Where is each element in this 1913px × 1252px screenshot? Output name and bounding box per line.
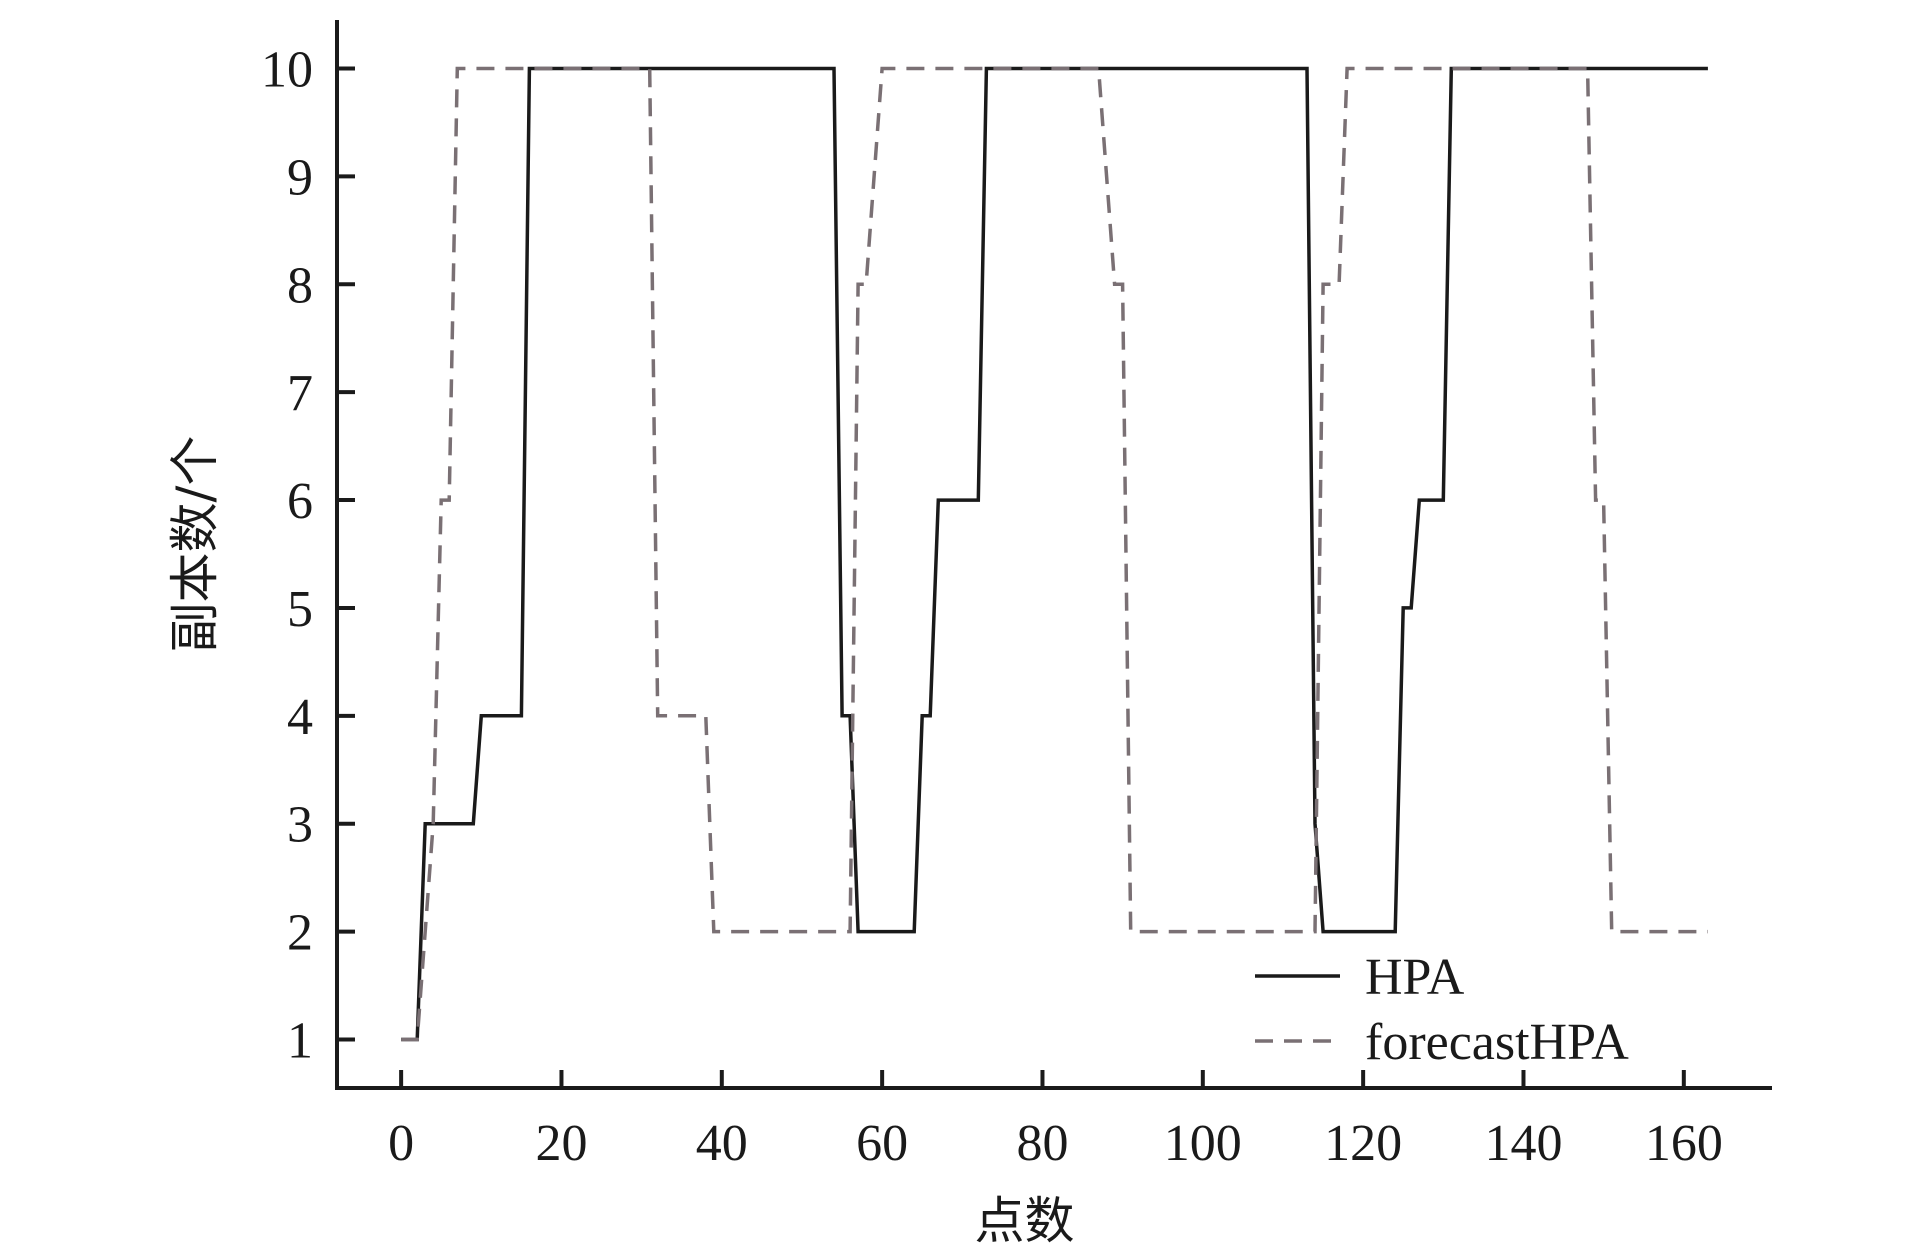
x-tick-label: 60: [856, 1115, 908, 1172]
x-tick-label: 20: [535, 1115, 587, 1172]
axis-spine: [335, 20, 1772, 1090]
x-tick-label: 0: [388, 1115, 414, 1172]
legend-label-hpa: HPA: [1365, 949, 1465, 1006]
y-tick-label: 8: [287, 257, 313, 314]
x-tick-label: 120: [1324, 1115, 1402, 1172]
series-line-hpa: [401, 66, 1708, 1042]
series-layer: [401, 66, 1708, 1042]
x-tick-label: 40: [696, 1115, 748, 1172]
y-tick-label: 2: [287, 905, 313, 962]
y-tick-label: 7: [287, 365, 313, 422]
legend: HPA forecastHPA: [1255, 949, 1629, 1071]
x-tick-label: 140: [1484, 1115, 1562, 1172]
y-tick-label: 10: [261, 42, 313, 99]
y-tick-label: 3: [287, 797, 313, 854]
y-tick-label: 6: [287, 473, 313, 530]
y-tick-label: 9: [287, 149, 313, 206]
y-axis-label: 副本数/个: [166, 436, 224, 653]
y-tick-label: 1: [287, 1012, 313, 1069]
x-tick-label: 160: [1645, 1115, 1723, 1172]
legend-label-forecasthpa: forecastHPA: [1365, 1014, 1629, 1071]
y-tick-label: 5: [287, 581, 313, 638]
series-line-forecasthpa: [401, 66, 1708, 1042]
x-axis-label: 点数: [975, 1192, 1075, 1250]
x-tick-label: 100: [1164, 1115, 1242, 1172]
y-tick-label: 4: [287, 689, 313, 746]
x-tick-label: 80: [1016, 1115, 1068, 1172]
